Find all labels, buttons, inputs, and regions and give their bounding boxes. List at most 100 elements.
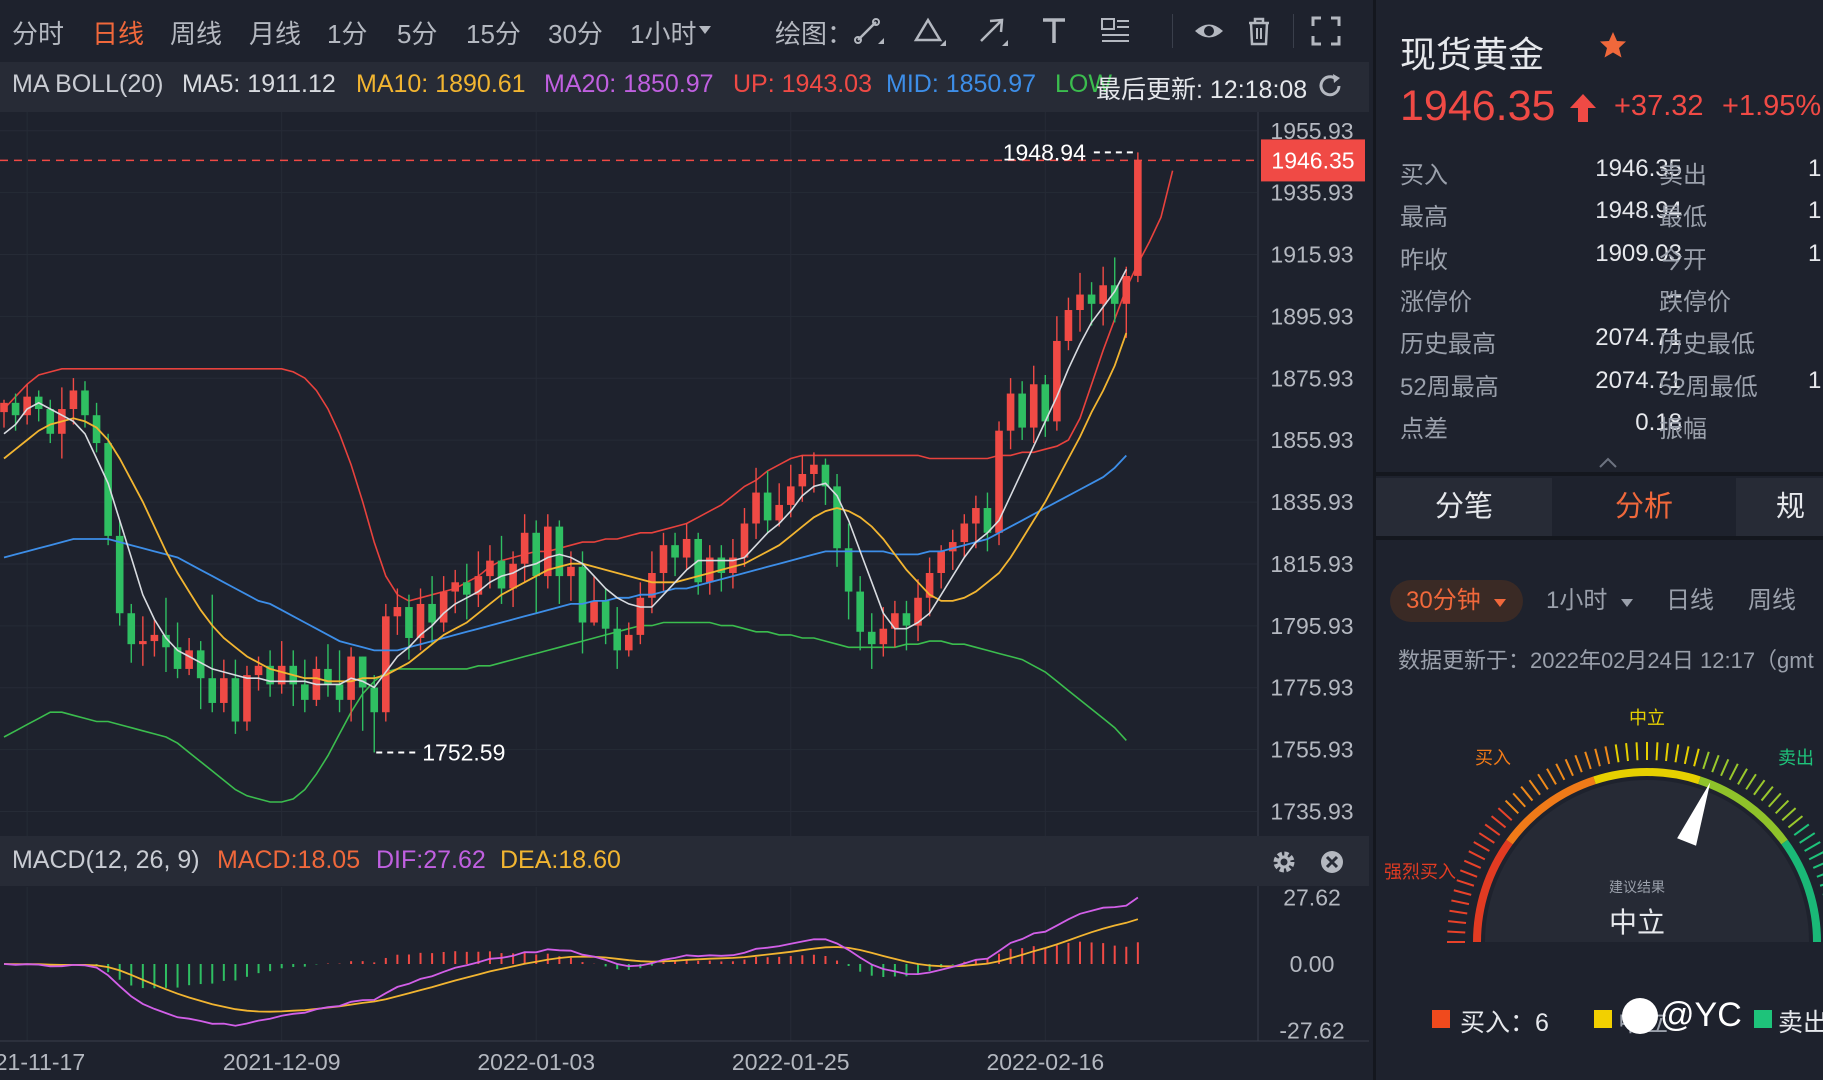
period-daily[interactable]: 日线 (1666, 587, 1714, 614)
price-change-percent: +1.95% (1722, 90, 1822, 122)
candle-body (624, 634, 633, 651)
candle-body (428, 603, 436, 623)
candle (636, 582, 645, 645)
timeframe-monthly[interactable]: 月线 (249, 19, 302, 49)
ma10-value: MA10: 1890.61 (356, 70, 526, 98)
candle (208, 594, 217, 713)
quote-row-value: -- (1666, 281, 1682, 309)
indicator-name[interactable]: MA BOLL(20) (12, 70, 164, 98)
text-tool-icon[interactable] (1037, 14, 1071, 48)
watermark-logo-icon (1622, 998, 1658, 1034)
toolbar-divider (1293, 14, 1294, 48)
candle-body (439, 591, 448, 623)
quote-row-value: 1948.94 (1595, 197, 1682, 225)
candle-body (914, 597, 922, 626)
collapse-chevron-icon[interactable] (1598, 456, 1618, 474)
fullscreen-icon[interactable] (1309, 14, 1343, 48)
candle-body (115, 535, 124, 614)
candle-body (139, 641, 147, 645)
timeframe-1hour[interactable]: 1小时 (630, 19, 697, 49)
macd-tick-label: 27.62 (1283, 885, 1341, 911)
candle (786, 464, 795, 518)
watermark-text: @YC (1660, 996, 1742, 1034)
gauge-tick (1816, 873, 1823, 878)
candle-body (810, 464, 818, 474)
dea-value: DEA:18.60 (500, 846, 621, 874)
gauge-tick (1793, 823, 1810, 836)
quote-row-value: 1909.03 (1595, 239, 1682, 267)
candle-body (937, 551, 945, 574)
candle-body (867, 631, 876, 645)
line-tool-icon[interactable] (852, 14, 886, 48)
eye-icon[interactable] (1192, 14, 1226, 48)
candle-body (370, 687, 379, 713)
candle-body (497, 560, 506, 589)
quote-row-value: 1 (1808, 197, 1822, 225)
timeframe-daily[interactable]: 日线 (92, 19, 145, 49)
candle-body (69, 390, 78, 410)
gauge-tick (1799, 832, 1816, 844)
candle (1087, 282, 1096, 326)
candle-body (463, 582, 471, 595)
candle-body (416, 603, 425, 638)
chart-annotations: 1948.94 1752.59 (0, 139, 1257, 765)
candle (220, 659, 228, 713)
candle (289, 650, 298, 707)
period-30min-label: 30分钟 (1406, 587, 1481, 614)
candle (127, 603, 136, 663)
settings-gear-icon[interactable] (1270, 848, 1298, 876)
time-axis: 2021-11-17 2021-12-09 2022-01-03 2022-01-25… (0, 1049, 1104, 1075)
gauge-tick (1812, 862, 1823, 869)
timeframe-15min[interactable]: 15分 (466, 19, 521, 49)
candlesticks (0, 152, 1142, 753)
candle-body (948, 542, 957, 552)
candle (948, 529, 957, 570)
candle (139, 616, 147, 666)
candle-body (254, 665, 263, 676)
price-change: +37.32 (1614, 90, 1704, 122)
arrow-tool-icon[interactable] (976, 14, 1010, 48)
candle-body (1134, 160, 1142, 276)
timeframe-dropdown-icon[interactable] (698, 22, 712, 40)
quote-row-value: 2074.71 (1595, 366, 1682, 394)
candle (729, 538, 737, 589)
tab-ticks[interactable]: 分笔 (1376, 478, 1552, 536)
tab-analysis[interactable]: 分析 (1556, 478, 1732, 536)
candle (451, 569, 460, 614)
quote-row-value: 1 (1808, 155, 1822, 182)
trash-icon[interactable] (1242, 14, 1276, 48)
bollinger-bands (3, 170, 1174, 803)
timeframe-30min[interactable]: 30分 (548, 19, 603, 49)
timeframe-fenshi[interactable]: 分时 (12, 19, 65, 49)
timeframe-1min[interactable]: 1分 (327, 19, 368, 49)
price-up-arrow-icon (1568, 92, 1598, 124)
low-marker-label: 1752.59 (422, 739, 505, 765)
favorite-star-icon[interactable] (1598, 30, 1628, 60)
gauge-tick (1555, 763, 1566, 781)
refresh-icon[interactable] (1316, 72, 1344, 107)
close-circle-icon[interactable] (1318, 848, 1346, 876)
gauge-tick (1635, 742, 1639, 761)
dif-value: DIF:27.62 (376, 846, 486, 874)
candle-body (543, 526, 552, 577)
macd-title[interactable]: MACD(12, 26, 9) (12, 846, 200, 874)
period-30min[interactable]: 30分钟 (1390, 580, 1524, 622)
gauge-tick (1737, 768, 1748, 785)
candle (1053, 316, 1061, 431)
candle (1134, 152, 1142, 283)
period-weekly[interactable]: 周线 (1748, 587, 1796, 614)
tab-rules[interactable]: 规 (1736, 478, 1823, 536)
gauge-tick (1804, 841, 1821, 852)
timeframe-5min[interactable]: 5分 (397, 19, 438, 49)
candle-body (474, 576, 483, 595)
candle (925, 557, 934, 617)
last-price: 1946.35 (1400, 82, 1556, 130)
candle (613, 607, 622, 669)
triangle-tool-icon[interactable] (912, 14, 946, 48)
timeframe-weekly[interactable]: 周线 (170, 19, 223, 49)
layout-tool-icon[interactable] (1098, 14, 1132, 48)
gauge-tick (1625, 742, 1629, 762)
quote-row-label: 52周最高 (1400, 373, 1499, 401)
period-1hour[interactable]: 1小时 (1546, 580, 1634, 622)
